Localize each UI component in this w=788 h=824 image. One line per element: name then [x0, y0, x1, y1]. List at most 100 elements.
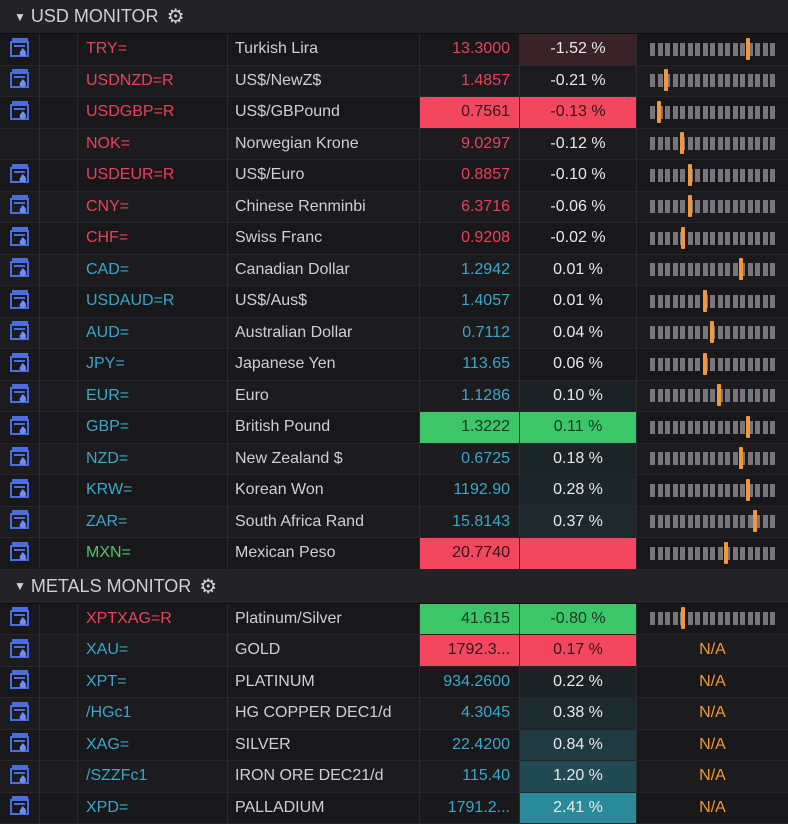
chart-launch-cell[interactable] [0, 761, 40, 792]
quote-row[interactable]: EUR= Euro 1.1286 0.10 % [0, 381, 788, 413]
quote-row[interactable]: USDAUD=R US$/Aus$ 1.4057 0.01 % [0, 286, 788, 318]
chart-flame-icon[interactable] [9, 162, 31, 189]
gear-icon[interactable]: ⚙ [167, 4, 185, 29]
chart-flame-icon[interactable] [9, 477, 31, 504]
chart-flame-icon[interactable] [9, 414, 31, 441]
ric-code[interactable]: USDEUR=R [78, 160, 228, 191]
ric-code[interactable]: CHF= [78, 223, 228, 254]
chart-launch-cell[interactable] [0, 604, 40, 635]
ric-code[interactable]: MXN= [78, 538, 228, 569]
chart-flame-icon[interactable] [9, 193, 31, 220]
chart-launch-cell[interactable] [0, 129, 40, 160]
quote-row[interactable]: XAU= GOLD 1792.3... 0.17 % N/A [0, 635, 788, 667]
chart-flame-icon[interactable] [9, 540, 31, 567]
ric-code[interactable]: XPTXAG=R [78, 604, 228, 635]
chart-launch-cell[interactable] [0, 255, 40, 286]
chart-launch-cell[interactable] [0, 66, 40, 97]
quote-row[interactable]: USDEUR=R US$/Euro 0.8857 -0.10 % [0, 160, 788, 192]
chart-launch-cell[interactable] [0, 381, 40, 412]
chart-launch-cell[interactable] [0, 412, 40, 443]
quote-row[interactable]: /HGc1 HG COPPER DEC1/d 4.3045 0.38 % N/A [0, 698, 788, 730]
ric-code[interactable]: /HGc1 [78, 698, 228, 729]
chart-flame-icon[interactable] [9, 319, 31, 346]
ric-code[interactable]: EUR= [78, 381, 228, 412]
chart-launch-cell[interactable] [0, 97, 40, 128]
ric-code[interactable]: XPT= [78, 667, 228, 698]
ric-code[interactable]: KRW= [78, 475, 228, 506]
chart-flame-icon[interactable] [9, 794, 31, 821]
chart-flame-icon[interactable] [9, 382, 31, 409]
chart-flame-icon[interactable] [9, 99, 31, 126]
ric-code[interactable]: ZAR= [78, 507, 228, 538]
chart-flame-icon[interactable] [9, 288, 31, 315]
quote-row[interactable]: GBP= British Pound 1.3222 0.11 % [0, 412, 788, 444]
chart-launch-cell[interactable] [0, 507, 40, 538]
quote-row[interactable]: NOK= Norwegian Krone 9.0297 -0.12 % [0, 129, 788, 161]
chart-flame-icon[interactable] [9, 445, 31, 472]
ric-code[interactable]: XAG= [78, 730, 228, 761]
chart-flame-icon[interactable] [9, 605, 31, 632]
quote-row[interactable]: TRY= Turkish Lira 13.3000 -1.52 % [0, 34, 788, 66]
chart-flame-icon[interactable] [9, 763, 31, 790]
ric-code[interactable]: NOK= [78, 129, 228, 160]
chart-launch-cell[interactable] [0, 318, 40, 349]
chart-launch-cell[interactable] [0, 349, 40, 380]
quote-row[interactable]: AUD= Australian Dollar 0.7112 0.04 % [0, 318, 788, 350]
chart-flame-icon[interactable] [9, 637, 31, 664]
section-header[interactable]: ▼METALS MONITOR⚙ [0, 570, 788, 604]
ric-code[interactable]: CAD= [78, 255, 228, 286]
quote-row[interactable]: XPT= PLATINUM 934.2600 0.22 % N/A [0, 667, 788, 699]
quote-row[interactable]: NZD= New Zealand $ 0.6725 0.18 % [0, 444, 788, 476]
chart-launch-cell[interactable] [0, 793, 40, 824]
chart-launch-cell[interactable] [0, 667, 40, 698]
ric-code[interactable]: NZD= [78, 444, 228, 475]
ric-code[interactable]: XPD= [78, 793, 228, 824]
collapse-triangle-icon[interactable]: ▼ [14, 579, 26, 593]
chart-flame-icon[interactable] [9, 731, 31, 758]
chart-launch-cell[interactable] [0, 635, 40, 666]
ric-code[interactable]: USDAUD=R [78, 286, 228, 317]
ric-code[interactable]: USDNZD=R [78, 66, 228, 97]
chart-flame-icon[interactable] [9, 256, 31, 283]
chart-launch-cell[interactable] [0, 730, 40, 761]
chart-flame-icon[interactable] [9, 351, 31, 378]
quote-row[interactable]: JPY= Japanese Yen 113.65 0.06 % [0, 349, 788, 381]
quote-row[interactable]: CHF= Swiss Franc 0.9208 -0.02 % [0, 223, 788, 255]
chart-launch-cell[interactable] [0, 475, 40, 506]
ric-code[interactable]: AUD= [78, 318, 228, 349]
quote-row[interactable]: CAD= Canadian Dollar 1.2942 0.01 % [0, 255, 788, 287]
chart-launch-cell[interactable] [0, 286, 40, 317]
chart-flame-icon[interactable] [9, 67, 31, 94]
chart-launch-cell[interactable] [0, 34, 40, 65]
quote-row[interactable]: ZAR= South Africa Rand 15.8143 0.37 % [0, 507, 788, 539]
quote-row[interactable]: /SZZFc1 IRON ORE DEC21/d 115.40 1.20 % N… [0, 761, 788, 793]
quote-row[interactable]: XAG= SILVER 22.4200 0.84 % N/A [0, 730, 788, 762]
quote-row[interactable]: XPD= PALLADIUM 1791.2... 2.41 % N/A [0, 793, 788, 824]
quote-row[interactable]: XPTXAG=R Platinum/Silver 41.615 -0.80 % [0, 604, 788, 636]
section-header[interactable]: ▼USD MONITOR⚙ [0, 0, 788, 34]
quote-row[interactable]: CNY= Chinese Renminbi 6.3716 -0.06 % [0, 192, 788, 224]
ric-code[interactable]: /SZZFc1 [78, 761, 228, 792]
ric-code[interactable]: GBP= [78, 412, 228, 443]
collapse-triangle-icon[interactable]: ▼ [14, 10, 26, 24]
ric-code[interactable]: CNY= [78, 192, 228, 223]
chart-flame-icon[interactable] [9, 225, 31, 252]
chart-launch-cell[interactable] [0, 192, 40, 223]
chart-launch-cell[interactable] [0, 223, 40, 254]
chart-launch-cell[interactable] [0, 698, 40, 729]
quote-row[interactable]: KRW= Korean Won 1192.90 0.28 % [0, 475, 788, 507]
quote-row[interactable]: MXN= Mexican Peso 20.7740 [0, 538, 788, 570]
chart-launch-cell[interactable] [0, 444, 40, 475]
ric-code[interactable]: JPY= [78, 349, 228, 380]
gear-icon[interactable]: ⚙ [199, 574, 217, 599]
chart-launch-cell[interactable] [0, 160, 40, 191]
ric-code[interactable]: USDGBP=R [78, 97, 228, 128]
ric-code[interactable]: TRY= [78, 34, 228, 65]
chart-flame-icon[interactable] [9, 508, 31, 535]
ric-code[interactable]: XAU= [78, 635, 228, 666]
chart-flame-icon[interactable] [9, 700, 31, 727]
chart-launch-cell[interactable] [0, 538, 40, 569]
chart-flame-icon[interactable] [9, 668, 31, 695]
quote-row[interactable]: USDNZD=R US$/NewZ$ 1.4857 -0.21 % [0, 66, 788, 98]
chart-flame-icon[interactable] [9, 36, 31, 63]
